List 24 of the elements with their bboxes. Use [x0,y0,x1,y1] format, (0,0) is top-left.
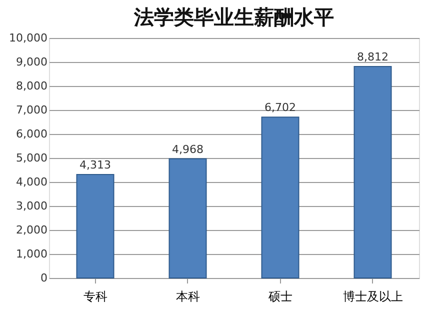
data-label: 8,812 [357,50,388,64]
bar [354,66,392,278]
y-tick-label: 9,000 [16,56,48,68]
y-tick-label: 4,000 [16,176,48,188]
x-tick-label: 硕士 [267,290,292,304]
y-tick-label: 3,000 [16,200,48,212]
chart-title: 法学类毕业生薪酬水平 [133,5,334,29]
bar [261,116,300,278]
x-tick-label: 本科 [176,290,200,304]
y-tick-label: 7,000 [16,104,48,116]
y-tick-label: 1,000 [16,248,48,260]
y-tick-label: 6,000 [16,128,48,140]
bar [76,174,114,278]
x-tick-label: 博士及以上 [342,290,403,304]
x-tick-label: 专科 [83,290,108,304]
data-label: 4,968 [172,142,204,156]
bar [168,158,207,278]
y-tick-label: 2,000 [16,224,48,236]
y-tick-label: 8,000 [16,80,48,92]
y-tick-label: 0 [40,272,48,284]
data-label: 4,313 [80,158,111,172]
y-tick-label: 5,000 [16,152,48,164]
y-tick-label: 10,000 [9,32,48,44]
data-label: 6,702 [264,101,296,114]
